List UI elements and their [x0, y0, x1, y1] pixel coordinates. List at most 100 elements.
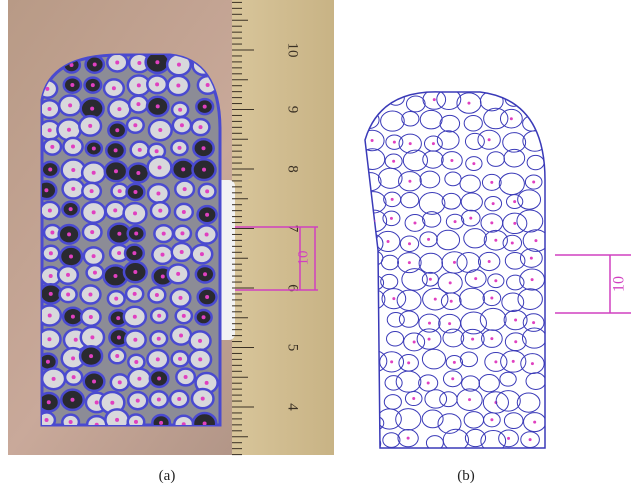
cell-marker: [88, 124, 92, 128]
cell-marker: [182, 210, 186, 214]
cell-marker: [494, 360, 497, 363]
cell-marker: [205, 232, 209, 236]
cell-marker: [367, 319, 370, 322]
cell-marker: [451, 377, 454, 380]
cell-marker: [490, 418, 493, 421]
cell-marker: [161, 253, 165, 257]
cell-marker: [534, 239, 537, 242]
cell-marker: [532, 181, 535, 184]
cell-marker: [158, 128, 162, 132]
cell-marker: [177, 146, 181, 150]
cell-marker: [407, 437, 410, 440]
cell-marker: [180, 231, 184, 235]
cell-marker: [202, 168, 206, 172]
cell-marker: [74, 338, 78, 342]
cell-marker: [514, 340, 517, 343]
cell-marker: [532, 97, 535, 100]
cell-marker: [133, 292, 137, 296]
cell-marker: [413, 340, 416, 343]
ruler-label: 6: [285, 284, 301, 292]
cell-marker: [70, 398, 74, 402]
cell-marker: [67, 232, 71, 236]
cell-marker: [44, 188, 48, 192]
cell-marker: [158, 165, 162, 169]
cell-marker: [118, 380, 122, 384]
cell-marker: [92, 146, 96, 150]
cell-marker: [180, 250, 184, 254]
panel-a: 10987654 10: [8, 0, 334, 455]
cell-marker: [68, 103, 72, 107]
ruler-label: 8: [285, 165, 301, 173]
ruler-label: 5: [285, 344, 301, 352]
cell-marker: [433, 98, 436, 101]
cell-marker: [48, 168, 52, 172]
cell-marker: [50, 230, 54, 234]
cell-marker: [134, 232, 138, 236]
panel-b: 10: [359, 89, 631, 452]
cell-marker: [50, 145, 54, 149]
cell-marker: [409, 142, 412, 145]
cell-marker: [203, 272, 207, 276]
cell-marker: [408, 242, 411, 245]
cell-marker: [71, 168, 75, 172]
cell-marker: [93, 62, 97, 66]
cell-outline: [524, 90, 542, 105]
cell-marker: [202, 315, 206, 319]
panel-label: (b): [457, 468, 475, 484]
cell-marker: [72, 375, 76, 379]
cell-marker: [427, 381, 430, 384]
cell-marker: [136, 399, 140, 403]
cell-marker: [48, 314, 52, 318]
cell-marker: [488, 260, 491, 263]
cell-marker: [507, 437, 510, 440]
cell-marker: [178, 296, 182, 300]
cell-marker: [453, 361, 456, 364]
cell-marker: [92, 254, 96, 258]
cell-marker: [48, 107, 52, 111]
cell-marker: [95, 400, 99, 404]
ruler-label: 4: [285, 403, 301, 411]
cell-marker: [137, 83, 141, 87]
cell-marker: [115, 128, 119, 132]
cell-marker: [467, 102, 470, 105]
cell-marker: [46, 360, 50, 364]
cell-marker: [133, 338, 137, 342]
cell-marker: [373, 257, 376, 260]
cell-marker: [512, 97, 515, 100]
cell-marker: [390, 217, 393, 220]
cell-marker: [367, 118, 370, 121]
cell-marker: [179, 334, 183, 338]
cell-marker: [89, 315, 93, 319]
cell-marker: [157, 337, 161, 341]
cell-marker: [408, 261, 411, 264]
cell-marker: [450, 159, 453, 162]
cell-marker: [434, 298, 437, 301]
cell-marker: [203, 422, 207, 426]
ruler-label: 9: [285, 106, 301, 114]
cell-marker: [199, 125, 203, 129]
cell-marker: [471, 338, 474, 341]
cell-marker: [93, 271, 97, 275]
cell-marker: [428, 322, 431, 325]
cell-marker: [427, 238, 430, 241]
cell-marker: [184, 375, 188, 379]
cell-marker: [390, 360, 393, 363]
cell-marker: [449, 281, 452, 284]
cell-marker: [49, 274, 53, 278]
cell-marker: [161, 275, 165, 279]
cell-marker: [92, 210, 96, 214]
cell-marker: [454, 220, 457, 223]
cell-marker: [136, 102, 140, 106]
cell-marker: [49, 292, 53, 296]
cell-marker: [137, 61, 141, 65]
cell-marker: [494, 239, 497, 242]
cell-marker: [115, 418, 119, 422]
cell-outline: [360, 93, 383, 113]
cell-marker: [512, 360, 515, 363]
cell-marker: [137, 377, 141, 381]
cell-marker: [177, 63, 181, 67]
cell-marker: [114, 297, 118, 301]
cell-marker: [432, 142, 435, 145]
cell-marker: [52, 377, 56, 381]
cell-marker: [134, 360, 138, 364]
